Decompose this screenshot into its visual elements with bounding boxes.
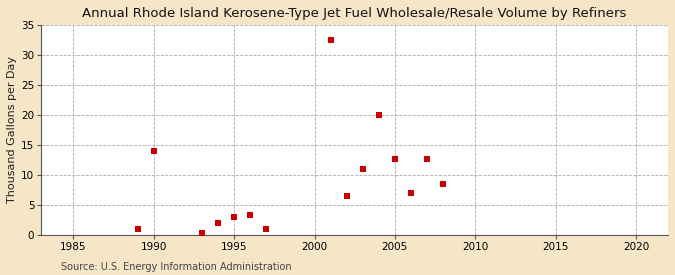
Point: [213, 221, 223, 225]
Point: [229, 214, 240, 219]
Point: [406, 191, 416, 195]
Point: [196, 231, 207, 236]
Point: [422, 156, 433, 161]
Point: [261, 226, 272, 231]
Point: [325, 38, 336, 42]
Point: [245, 213, 256, 217]
Point: [437, 182, 448, 186]
Point: [389, 156, 400, 161]
Point: [357, 167, 368, 171]
Title: Annual Rhode Island Kerosene-Type Jet Fuel Wholesale/Resale Volume by Refiners: Annual Rhode Island Kerosene-Type Jet Fu…: [82, 7, 627, 20]
Point: [342, 194, 352, 198]
Y-axis label: Thousand Gallons per Day: Thousand Gallons per Day: [7, 56, 17, 204]
Point: [373, 113, 384, 117]
Point: [148, 149, 159, 153]
Text: Source: U.S. Energy Information Administration: Source: U.S. Energy Information Administ…: [61, 262, 292, 272]
Point: [132, 226, 143, 231]
